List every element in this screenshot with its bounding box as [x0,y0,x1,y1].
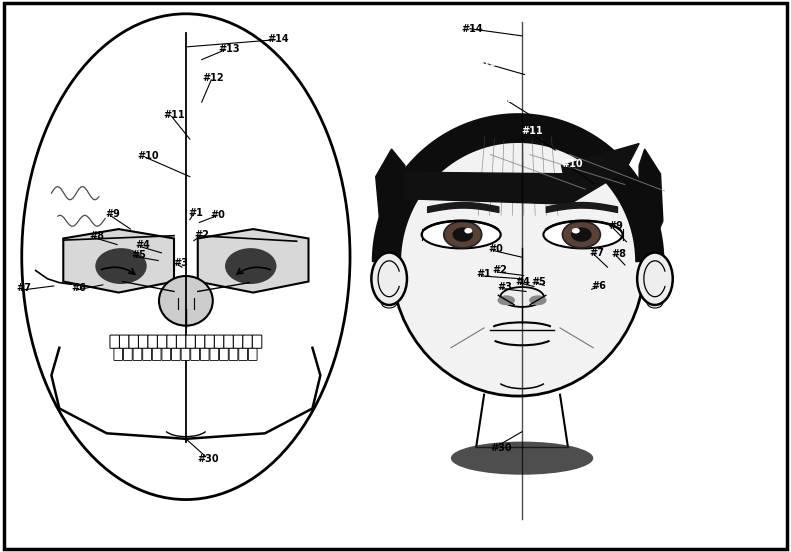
FancyBboxPatch shape [157,335,167,348]
Text: #14: #14 [461,24,483,34]
Ellipse shape [498,295,515,305]
Polygon shape [372,113,664,262]
FancyBboxPatch shape [243,335,252,348]
Ellipse shape [638,252,673,305]
Text: #2: #2 [493,266,507,275]
Ellipse shape [451,442,593,475]
FancyBboxPatch shape [181,348,190,360]
FancyBboxPatch shape [162,348,171,360]
Text: #6: #6 [592,281,606,291]
FancyBboxPatch shape [252,335,262,348]
Polygon shape [562,144,639,204]
Text: #7: #7 [17,283,31,293]
Circle shape [562,221,600,248]
Circle shape [464,228,472,233]
FancyBboxPatch shape [239,348,248,360]
FancyBboxPatch shape [153,348,161,360]
FancyBboxPatch shape [176,335,186,348]
FancyBboxPatch shape [186,335,195,348]
Text: #9: #9 [105,209,119,219]
FancyBboxPatch shape [229,348,238,360]
FancyBboxPatch shape [214,335,224,348]
Circle shape [444,221,482,248]
Polygon shape [376,149,405,243]
Text: #12: #12 [202,73,225,83]
Text: #8: #8 [611,249,626,259]
Circle shape [572,228,580,233]
Text: #6: #6 [72,283,86,293]
Text: #8: #8 [89,231,104,241]
Ellipse shape [529,295,547,305]
FancyBboxPatch shape [205,335,214,348]
Text: #7: #7 [589,248,604,258]
Text: #3: #3 [498,282,512,292]
FancyBboxPatch shape [210,348,218,360]
FancyBboxPatch shape [224,335,233,348]
FancyBboxPatch shape [167,335,176,348]
FancyBboxPatch shape [148,335,157,348]
Text: #1: #1 [188,208,202,218]
Polygon shape [405,172,577,204]
FancyBboxPatch shape [220,348,229,360]
Text: #10: #10 [561,160,583,169]
Polygon shape [63,229,174,293]
Text: #12: #12 [499,94,521,104]
FancyBboxPatch shape [110,335,119,348]
Text: #30: #30 [197,454,219,464]
FancyBboxPatch shape [195,335,205,348]
Text: #11: #11 [521,126,543,136]
Ellipse shape [95,248,147,284]
Ellipse shape [225,248,277,284]
FancyBboxPatch shape [114,348,123,360]
FancyBboxPatch shape [123,348,132,360]
Ellipse shape [159,276,213,326]
Ellipse shape [392,129,645,396]
Text: #30: #30 [490,443,512,453]
Ellipse shape [501,287,544,307]
FancyBboxPatch shape [119,335,129,348]
Circle shape [452,227,473,242]
Ellipse shape [371,252,407,305]
Polygon shape [198,229,308,293]
Text: #4: #4 [516,277,530,286]
Ellipse shape [422,221,501,248]
Text: #13: #13 [475,58,498,68]
Text: #1: #1 [477,269,491,279]
Ellipse shape [22,14,350,500]
Text: #10: #10 [137,151,159,161]
Text: #9: #9 [608,221,623,231]
FancyBboxPatch shape [233,335,243,348]
Text: #13: #13 [218,44,240,54]
Text: #3: #3 [173,258,187,268]
Text: #5: #5 [131,250,146,260]
Text: #5: #5 [532,277,546,286]
Text: #11: #11 [163,110,185,120]
FancyBboxPatch shape [138,335,148,348]
FancyBboxPatch shape [200,348,209,360]
Text: #0: #0 [210,210,225,220]
Text: #14: #14 [267,34,290,44]
FancyBboxPatch shape [142,348,151,360]
FancyBboxPatch shape [133,348,142,360]
Ellipse shape [543,221,623,248]
FancyBboxPatch shape [172,348,180,360]
FancyBboxPatch shape [248,348,257,360]
Text: #4: #4 [136,240,150,250]
FancyBboxPatch shape [129,335,138,348]
Circle shape [571,227,592,242]
Polygon shape [639,149,663,246]
Text: #0: #0 [489,244,503,254]
FancyBboxPatch shape [191,348,199,360]
Text: #2: #2 [195,230,209,240]
